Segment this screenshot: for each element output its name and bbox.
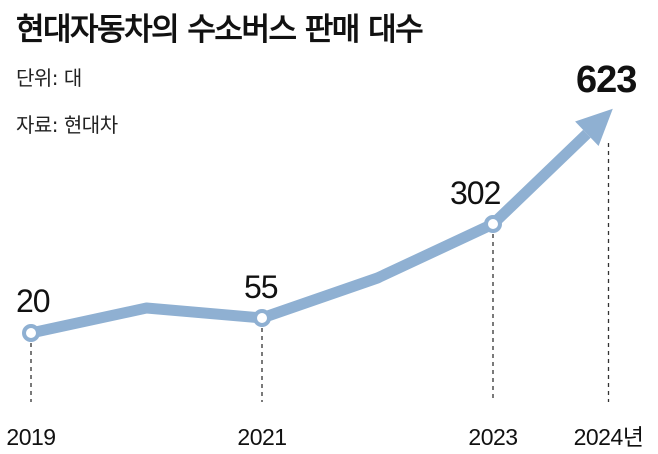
x-tick-label-2023: 2023 (468, 424, 517, 450)
point-marker-2023 (484, 215, 502, 233)
value-labels: 20 55 302 623 (16, 59, 637, 319)
chart-title: 현대자동차의 수소버스 판매 대수 (16, 12, 424, 48)
value-label-2023: 302 (450, 175, 501, 211)
point-markers (22, 215, 502, 342)
x-tick-label-2021: 2021 (237, 424, 286, 450)
value-label-2024: 623 (576, 59, 636, 101)
arrowhead (575, 108, 613, 146)
value-label-2021: 55 (244, 269, 278, 305)
series-line (29, 129, 591, 339)
x-tick-label-2024: 2024년 (574, 424, 644, 450)
value-label-2019: 20 (16, 283, 50, 319)
x-tick-label-2019: 2019 (6, 424, 55, 450)
x-axis-ticks: 2019 2021 2023 2024년 (6, 424, 644, 450)
unit-label: 단위: 대 (16, 66, 82, 90)
source-label: 자료: 현대차 (16, 113, 118, 137)
guide-lines (30, 143, 610, 402)
point-marker-2021 (253, 309, 271, 327)
point-marker-2019 (22, 324, 40, 342)
